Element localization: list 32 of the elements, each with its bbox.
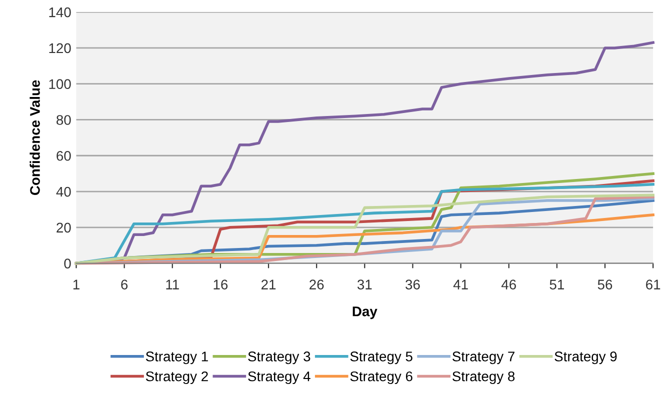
x-tick-label: 26 (310, 280, 324, 290)
y-tick-label: 60 (56, 150, 71, 161)
x-tick-label: 31 (357, 280, 372, 290)
y-axis-title: Confidence Value (30, 80, 40, 195)
y-tick-label: 140 (49, 7, 71, 18)
x-tick-label: 16 (214, 280, 228, 290)
x-axis-title: Day (352, 306, 378, 320)
legend-label: Strategy 9 (554, 352, 617, 364)
y-tick-label: 100 (49, 79, 71, 90)
legend-label: Strategy 7 (452, 352, 514, 364)
x-tick-label: 56 (598, 280, 612, 290)
legend-label: Strategy 5 (350, 352, 412, 364)
y-tick-label: 40 (56, 186, 71, 197)
legend-label: Strategy 3 (248, 352, 310, 364)
legend-label: Strategy 1 (146, 352, 208, 364)
legend-label: Strategy 4 (248, 371, 310, 384)
x-tick-label: 61 (646, 280, 660, 290)
x-tick-label: 6 (121, 280, 128, 290)
legend-label: Strategy 8 (452, 371, 515, 384)
legend-label: Strategy 6 (350, 371, 412, 384)
x-tick-label: 46 (501, 280, 516, 290)
x-tick-label: 11 (166, 280, 179, 290)
y-tick-label: 80 (56, 115, 71, 125)
y-tick-label: 120 (49, 43, 71, 54)
y-tick-label: 0 (64, 258, 71, 268)
x-tick-label: 41 (453, 280, 468, 290)
legend-label: Strategy 2 (146, 371, 208, 384)
x-tick-label: 1 (73, 280, 80, 290)
y-tick-label: 20 (56, 222, 71, 233)
x-tick-label: 36 (406, 280, 420, 290)
x-tick-label: 51 (550, 280, 564, 290)
x-tick-label: 21 (261, 280, 276, 290)
